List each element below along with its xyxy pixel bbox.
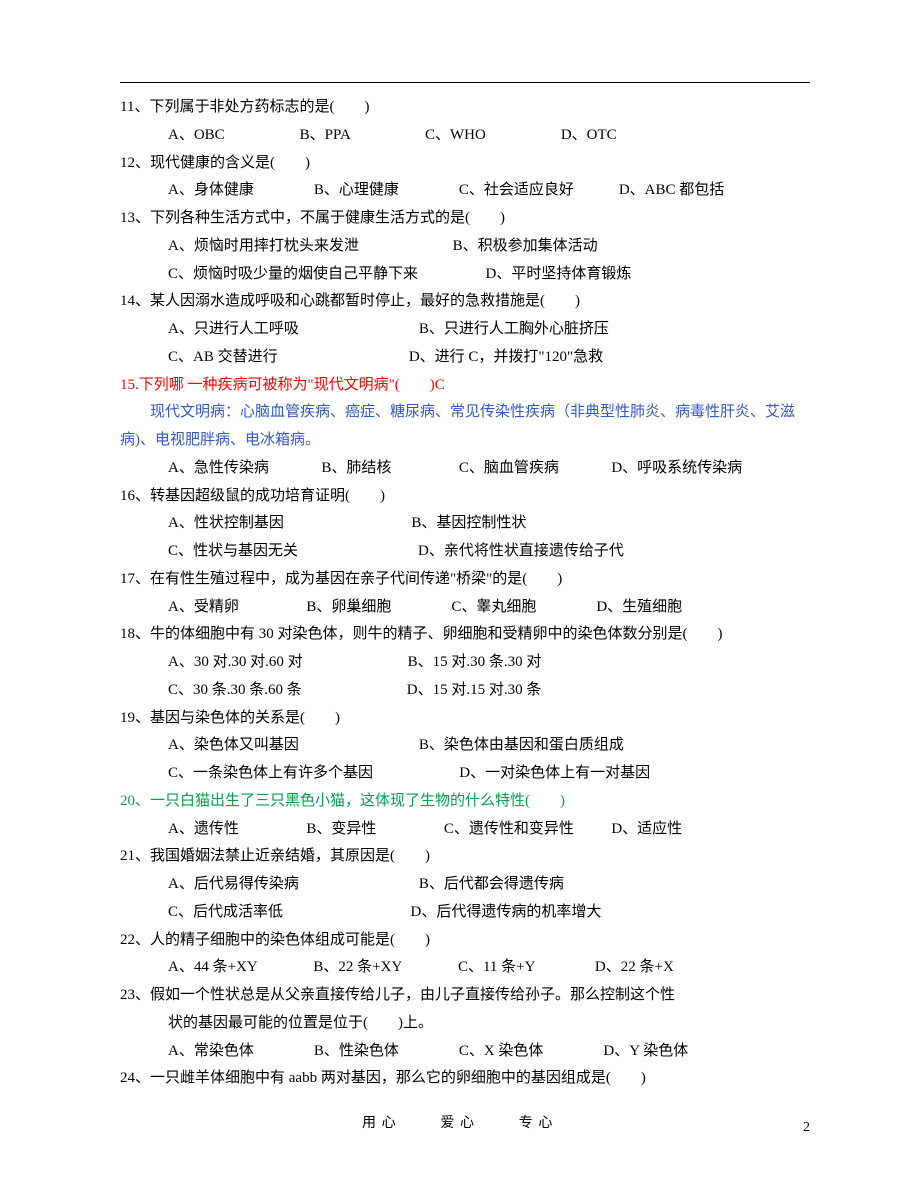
question-17-options: A、受精卵 B、卵巢细胞 C、睾丸细胞 D、生殖细胞: [120, 594, 800, 622]
question-18-options-row2: C、30 条.30 条.60 条 D、15 对.15 对.30 条: [120, 677, 800, 705]
question-16-options-row1: A、性状控制基因 B、基因控制性状: [120, 510, 800, 538]
page-container: 11、下列属于非处方药标志的是( )A、OBC B、PPA C、WHO D、OT…: [0, 0, 920, 1177]
question-23-cont: 状的基因最可能的位置是位于( )上。: [120, 1010, 800, 1038]
question-18: 18、牛的体细胞中有 30 对染色体，则牛的精子、卵细胞和受精卵中的染色体数分别…: [120, 621, 800, 649]
question-21: 21、我国婚姻法禁止近亲结婚，其原因是( ): [120, 843, 800, 871]
question-21-options-row1: A、后代易得传染病 B、后代都会得遗传病: [120, 871, 800, 899]
question-16: 16、转基因超级鼠的成功培育证明( ): [120, 483, 800, 511]
question-12-options: A、身体健康 B、心理健康 C、社会适应良好 D、ABC 都包括: [120, 177, 800, 205]
question-23: 23、假如一个性状总是从父亲直接传给儿子，由儿子直接传给孙子。那么控制这个性: [120, 982, 800, 1010]
page-number: 2: [803, 1115, 810, 1141]
question-13-options-row1: A、烦恼时用摔打枕头来发泄 B、积极参加集体活动: [120, 233, 800, 261]
question-15-options: A、急性传染病 B、肺结核 C、脑血管疾病 D、呼吸系统传染病: [120, 455, 800, 483]
question-13: 13、下列各种生活方式中，不属于健康生活方式的是( ): [120, 205, 800, 233]
question-20-options: A、遗传性 B、变异性 C、遗传性和变异性 D、适应性: [120, 816, 800, 844]
question-22-options: A、44 条+XY B、22 条+XY C、11 条+Y D、22 条+X: [120, 954, 800, 982]
question-19-options-row2: C、一条染色体上有许多个基因 D、一对染色体上有一对基因: [120, 760, 800, 788]
question-24: 24、一只雌羊体细胞中有 aabb 两对基因，那么它的卵细胞中的基因组成是( ): [120, 1065, 800, 1093]
question-20: 20、一只白猫出生了三只黑色小猫，这体现了生物的什么特性( ): [120, 788, 800, 816]
question-21-options-row2: C、后代成活率低 D、后代得遗传病的机率增大: [120, 899, 800, 927]
question-13-options-row2: C、烦恼时吸少量的烟使自己平静下来 D、平时坚持体育锻炼: [120, 261, 800, 289]
content-body: 11、下列属于非处方药标志的是( )A、OBC B、PPA C、WHO D、OT…: [120, 94, 800, 1093]
top-rule: [120, 82, 810, 83]
question-16-options-row2: C、性状与基因无关 D、亲代将性状直接遗传给子代: [120, 538, 800, 566]
question-15-note: 现代文明病：心脑血管疾病、癌症、糖尿病、常见传染性疾病（非典型性肺炎、病毒性肝炎…: [120, 399, 800, 455]
question-14-options-row1: A、只进行人工呼吸 B、只进行人工胸外心脏挤压: [120, 316, 800, 344]
question-22: 22、人的精子细胞中的染色体组成可能是( ): [120, 927, 800, 955]
question-14-options-row2: C、AB 交替进行 D、进行 C，并拨打"120"急救: [120, 344, 800, 372]
question-23-options: A、常染色体 B、性染色体 C、X 染色体 D、Y 染色体: [120, 1038, 800, 1066]
question-18-options-row1: A、30 对.30 对.60 对 B、15 对.30 条.30 对: [120, 649, 800, 677]
footer-text: 用心 爱心 专心: [120, 1111, 800, 1137]
question-15: 15.下列哪 一种疾病可被称为"现代文明病"( )C: [120, 372, 800, 400]
question-11-options: A、OBC B、PPA C、WHO D、OTC: [120, 122, 800, 150]
question-11: 11、下列属于非处方药标志的是( ): [120, 94, 800, 122]
question-14: 14、某人因溺水造成呼吸和心跳都暂时停止，最好的急救措施是( ): [120, 288, 800, 316]
question-19: 19、基因与染色体的关系是( ): [120, 705, 800, 733]
question-19-options-row1: A、染色体又叫基因 B、染色体由基因和蛋白质组成: [120, 732, 800, 760]
question-12: 12、现代健康的含义是( ): [120, 150, 800, 178]
question-17: 17、在有性生殖过程中，成为基因在亲子代间传递"桥梁"的是( ): [120, 566, 800, 594]
